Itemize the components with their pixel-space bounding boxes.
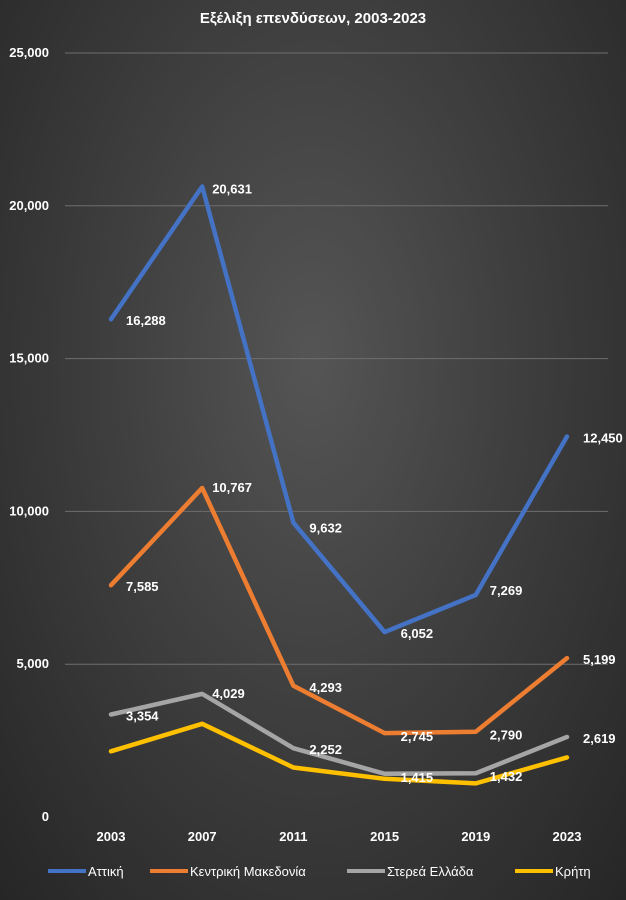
data-label: 10,767	[212, 480, 252, 495]
x-tick-label: 2023	[553, 829, 582, 844]
legend-label: Κρήτη	[555, 864, 591, 879]
legend: Αττική Κεντρική Μακεδονία Στερεά Ελλάδα Κρή…	[48, 864, 591, 879]
data-label: 4,029	[212, 686, 245, 701]
series-line	[108, 691, 570, 777]
gridlines	[65, 52, 608, 665]
chart-title: Εξέλιξη επενδύσεων, 2003-2023	[199, 10, 427, 27]
data-label: 16,288	[126, 313, 166, 328]
data-label: 7,585	[126, 579, 159, 594]
x-tick-label: 2019	[461, 829, 490, 844]
legend-label: Στερεά Ελλάδα	[387, 864, 474, 879]
x-tick-label: 2007	[188, 829, 217, 844]
data-label: 9,632	[309, 521, 342, 536]
legend-label: Κεντρική Μακεδονία	[190, 864, 306, 879]
y-axis: 0 5,000 10,000 15,000 20,000 25,000	[9, 45, 49, 824]
y-tick-label: 15,000	[9, 351, 49, 366]
data-label: 6,052	[401, 626, 434, 641]
data-label: 2,790	[490, 728, 523, 743]
y-tick-label: 20,000	[9, 198, 49, 213]
legend-label: Αττική	[88, 864, 124, 879]
y-tick-label: 5,000	[16, 656, 49, 671]
y-tick-label: 25,000	[9, 45, 49, 60]
series-line	[108, 721, 570, 786]
data-label: 5,199	[583, 652, 616, 667]
x-tick-label: 2015	[370, 829, 399, 844]
y-tick-label: 0	[42, 809, 49, 824]
series-lines	[108, 184, 570, 786]
data-label: 20,631	[212, 182, 252, 197]
data-label: 1,415	[401, 770, 434, 785]
data-label: 3,354	[126, 709, 159, 724]
x-tick-label: 2003	[97, 829, 126, 844]
data-label: 2,252	[309, 742, 342, 757]
x-axis: 2003 2007 2011 2015 2019 2023	[97, 829, 582, 844]
data-label: 1,432	[490, 769, 523, 784]
data-label: 2,745	[401, 729, 434, 744]
x-tick-label: 2011	[279, 829, 307, 844]
data-label: 2,619	[583, 731, 616, 746]
y-tick-label: 10,000	[9, 503, 49, 518]
data-labels: 16,288 20,631 9,632 6,052 7,269 12,450 7,585 10…	[126, 182, 623, 785]
data-label: 12,450	[583, 431, 623, 446]
series-line	[108, 184, 570, 635]
data-label: 4,293	[309, 680, 342, 695]
data-label: 7,269	[490, 583, 523, 598]
series-line	[108, 485, 570, 736]
